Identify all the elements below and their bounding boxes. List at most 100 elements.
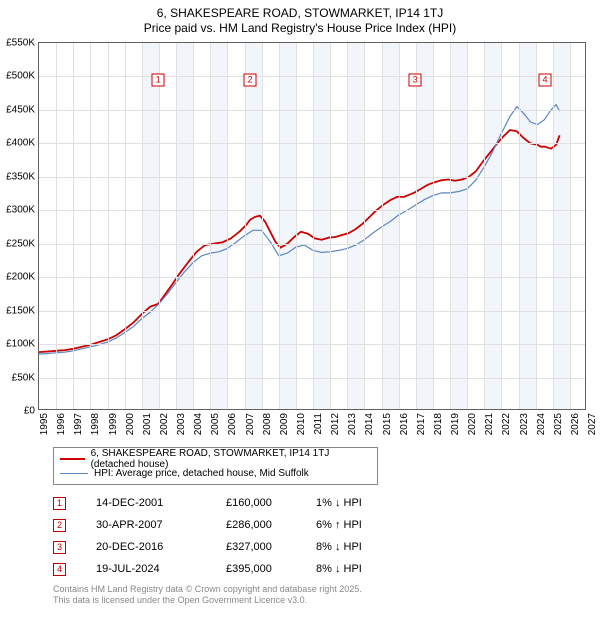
gridline-v	[364, 43, 365, 409]
gridline-v	[467, 43, 468, 409]
y-tick-label: £350K	[6, 171, 35, 182]
gridline-v	[519, 43, 520, 409]
gridline-v	[159, 43, 160, 409]
gridline-v	[399, 43, 400, 409]
x-tick-label: 2008	[262, 413, 273, 435]
x-tick-label: 2004	[193, 413, 204, 435]
gridline-h	[39, 277, 585, 278]
y-tick-label: £250K	[6, 238, 35, 249]
sales-row: 230-APR-2007£286,0006% ↑ HPI	[53, 514, 406, 536]
x-tick-label: 1995	[39, 413, 50, 435]
x-tick-label: 2027	[587, 413, 598, 435]
series-hpi	[39, 105, 560, 355]
chart-title-line2: Price paid vs. HM Land Registry's House …	[0, 21, 600, 35]
legend: 6, SHAKESPEARE ROAD, STOWMARKET, IP14 1T…	[53, 447, 378, 485]
sales-date: 30-APR-2007	[96, 519, 226, 531]
x-tick-label: 2017	[416, 413, 427, 435]
x-tick-label: 2021	[484, 413, 495, 435]
x-tick-label: 2015	[382, 413, 393, 435]
sale-marker-2: 2	[244, 73, 257, 86]
y-tick-label: £500K	[6, 71, 35, 82]
x-tick-label: 2013	[347, 413, 358, 435]
x-tick-label: 2011	[313, 413, 324, 435]
gridline-v	[108, 43, 109, 409]
x-tick-label: 2006	[227, 413, 238, 435]
gridline-v	[176, 43, 177, 409]
series-property	[39, 130, 560, 352]
footnote-line1: Contains HM Land Registry data © Crown c…	[53, 584, 362, 595]
gridline-v	[210, 43, 211, 409]
gridline-v	[193, 43, 194, 409]
x-tick-label: 2020	[467, 413, 478, 435]
sales-pct: 1% ↓ HPI	[316, 497, 406, 509]
sale-marker-3: 3	[409, 73, 422, 86]
y-tick-label: £200K	[6, 272, 35, 283]
gridline-v	[450, 43, 451, 409]
legend-label-hpi: HPI: Average price, detached house, Mid …	[94, 468, 309, 479]
legend-swatch-property	[60, 458, 85, 460]
sales-date: 14-DEC-2001	[96, 497, 226, 509]
sales-marker-icon: 3	[53, 541, 66, 554]
gridline-v	[416, 43, 417, 409]
gridline-h	[39, 344, 585, 345]
sale-marker-1: 1	[152, 73, 165, 86]
gridline-v	[501, 43, 502, 409]
x-tick-label: 2024	[536, 413, 547, 435]
x-tick-label: 2019	[450, 413, 461, 435]
x-tick-label: 2016	[399, 413, 410, 435]
gridline-v	[245, 43, 246, 409]
gridline-v	[73, 43, 74, 409]
x-tick-label: 2026	[570, 413, 581, 435]
gridline-h	[39, 311, 585, 312]
gridline-h	[39, 143, 585, 144]
x-tick-label: 2002	[159, 413, 170, 435]
x-tick-label: 1997	[73, 413, 84, 435]
gridline-v	[347, 43, 348, 409]
y-tick-label: £550K	[6, 38, 35, 49]
gridline-v	[553, 43, 554, 409]
sales-price: £160,000	[226, 497, 316, 509]
gridline-v	[484, 43, 485, 409]
gridline-v	[56, 43, 57, 409]
x-tick-label: 2003	[176, 413, 187, 435]
sales-row: 419-JUL-2024£395,0008% ↓ HPI	[53, 558, 406, 580]
x-tick-label: 2009	[279, 413, 290, 435]
gridline-v	[330, 43, 331, 409]
sales-date: 20-DEC-2016	[96, 541, 226, 553]
gridline-h	[39, 244, 585, 245]
y-tick-label: £300K	[6, 205, 35, 216]
x-tick-label: 2022	[501, 413, 512, 435]
gridline-v	[313, 43, 314, 409]
gridline-v	[227, 43, 228, 409]
gridline-v	[433, 43, 434, 409]
gridline-v	[382, 43, 383, 409]
gridline-v	[125, 43, 126, 409]
y-tick-label: £100K	[6, 339, 35, 350]
x-tick-label: 2005	[210, 413, 221, 435]
gridline-v	[570, 43, 571, 409]
x-tick-label: 2007	[245, 413, 256, 435]
legend-swatch-hpi	[60, 473, 88, 474]
sales-date: 19-JUL-2024	[96, 563, 226, 575]
x-tick-label: 2001	[142, 413, 153, 435]
x-tick-label: 2014	[364, 413, 375, 435]
y-tick-label: £400K	[6, 138, 35, 149]
x-tick-label: 1998	[90, 413, 101, 435]
gridline-h	[39, 378, 585, 379]
x-tick-label: 2000	[125, 413, 136, 435]
gridline-v	[536, 43, 537, 409]
gridline-v	[296, 43, 297, 409]
x-tick-label: 1999	[108, 413, 119, 435]
gridline-h	[39, 76, 585, 77]
x-tick-label: 2018	[433, 413, 444, 435]
sales-price: £327,000	[226, 541, 316, 553]
gridline-h	[39, 210, 585, 211]
chart-area: £0£50K£100K£150K£200K£250K£300K£350K£400…	[38, 42, 586, 410]
sales-marker-icon: 1	[53, 497, 66, 510]
x-tick-label: 2025	[553, 413, 564, 435]
sales-pct: 8% ↓ HPI	[316, 563, 406, 575]
x-tick-label: 2012	[330, 413, 341, 435]
footnote-line2: This data is licensed under the Open Gov…	[53, 595, 362, 606]
gridline-h	[39, 110, 585, 111]
y-tick-label: £0	[24, 406, 35, 417]
